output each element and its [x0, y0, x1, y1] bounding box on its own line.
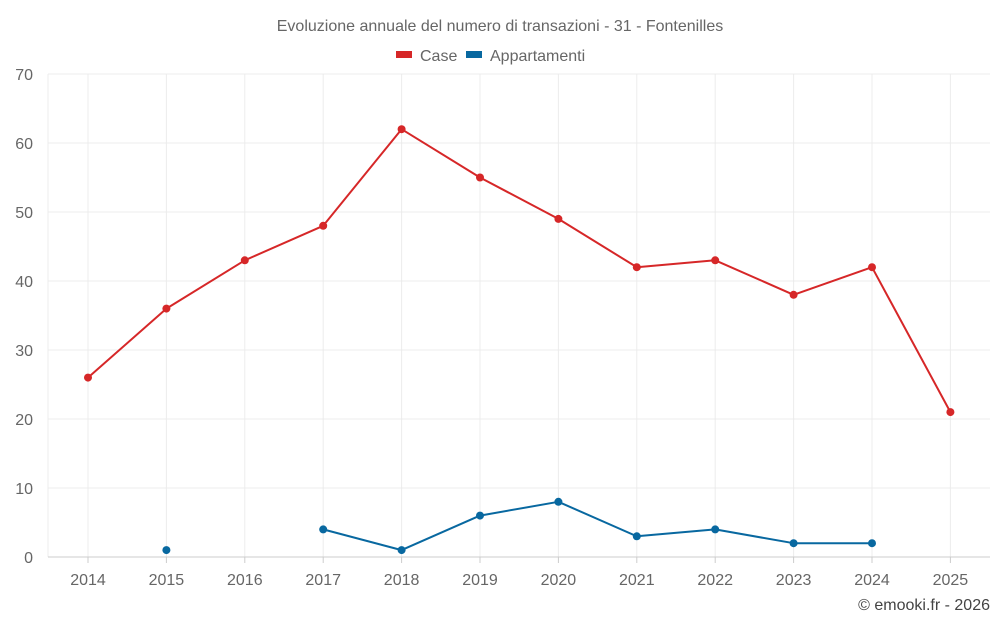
legend-item-appartamenti[interactable]: Appartamenti: [466, 48, 585, 65]
series-line-segment: [792, 266, 873, 296]
y-tick-label: 0: [24, 550, 33, 567]
legend-item-case[interactable]: Case: [396, 48, 457, 65]
series-line-segment: [400, 514, 481, 552]
x-tick-label: 2019: [462, 572, 498, 589]
grid-layer: [47, 73, 990, 557]
series-layer: Case 2014: 26 Case 2015: 36 Case 2016: 43 C…: [84, 125, 955, 555]
legend-label: Appartamenti: [490, 48, 585, 65]
credit-text: © emooki.fr - 2026: [858, 597, 990, 614]
chart-title: Evoluzione annuale del numero di transaz…: [277, 18, 723, 35]
x-tick-label: 2017: [305, 572, 341, 589]
data-point[interactable]: Case 2021: 42: [632, 263, 641, 272]
x-tick-label: 2018: [384, 572, 420, 589]
series-line-segment: [479, 500, 560, 517]
legend[interactable]: Case Appartamenti: [396, 48, 585, 65]
series-line-segment: [635, 528, 717, 538]
data-point[interactable]: Appartamenti 2023: 2: [789, 539, 798, 548]
data-point[interactable]: Case 2017: 48: [319, 221, 328, 230]
series-line-segment: [243, 224, 325, 262]
y-tick-label: 10: [15, 481, 33, 498]
x-tick-label: 2020: [541, 572, 577, 589]
y-tick-label: 60: [15, 136, 33, 153]
data-point[interactable]: Case 2016: 43: [240, 256, 249, 265]
x-tick-label: 2016: [227, 572, 263, 589]
data-point[interactable]: Case 2025: 21: [946, 408, 955, 417]
x-tick-label: 2023: [776, 572, 812, 589]
data-point[interactable]: Appartamenti 2020: 8: [554, 497, 563, 506]
data-point[interactable]: Appartamenti 2024: 2: [868, 539, 876, 548]
series-line-segment: [322, 128, 403, 227]
series-appartamenti: Appartamenti 2015: 1 Appartamenti 2017: 4…: [162, 497, 876, 555]
series-line-segment: [714, 259, 795, 296]
data-point[interactable]: Case 2018: 62: [397, 125, 406, 134]
series-line-segment: [557, 217, 638, 269]
data-point[interactable]: Appartamenti 2015: 1: [162, 546, 171, 555]
legend-swatch: [396, 51, 412, 58]
legend-label: Case: [420, 48, 457, 65]
x-tick-label: 2014: [70, 572, 106, 589]
data-point[interactable]: Case 2014: 26: [84, 373, 92, 382]
x-tick-label: 2021: [619, 572, 655, 589]
series-line-segment: [635, 259, 717, 269]
y-tick-label: 50: [15, 205, 33, 222]
series-line-segment: [714, 528, 795, 545]
x-tick-label: 2022: [697, 572, 733, 589]
x-tick-label: 2015: [149, 572, 185, 589]
data-point[interactable]: Case 2020: 49: [554, 214, 563, 223]
y-tick-label: 70: [15, 67, 33, 84]
data-point[interactable]: Case 2024: 42: [868, 263, 876, 272]
series-line-segment: [400, 128, 481, 179]
series-case: Case 2014: 26 Case 2015: 36 Case 2016: 43 C…: [84, 125, 955, 417]
legend-swatch: [466, 51, 482, 58]
data-point[interactable]: Appartamenti 2017: 4: [319, 525, 328, 534]
x-tick-label: 2025: [933, 572, 969, 589]
data-point[interactable]: Appartamenti 2022: 4: [711, 525, 720, 534]
y-tick-label: 20: [15, 412, 33, 429]
x-tick-label: 2024: [854, 572, 890, 589]
series-line-segment: [322, 528, 403, 552]
data-point[interactable]: Case 2019: 55: [476, 173, 484, 182]
series-line-segment: [479, 176, 560, 220]
data-point[interactable]: Case 2022: 43: [711, 256, 720, 265]
series-line-segment: [165, 259, 246, 310]
data-point[interactable]: Case 2023: 38: [789, 290, 798, 299]
y-tick-label: 30: [15, 343, 33, 360]
y-tick-label: 40: [15, 274, 33, 291]
series-line-segment: [87, 307, 168, 379]
data-point[interactable]: Appartamenti 2018: 1: [397, 546, 406, 555]
axis-layer: 0 10 20 30 40 50 60 70 2014 2015 2016 2017 2018 2019 2…: [15, 67, 990, 589]
series-line-segment: [871, 266, 952, 414]
series-line-segment: [557, 500, 638, 538]
data-point[interactable]: Case 2015: 36: [162, 304, 171, 313]
data-point[interactable]: Appartamenti 2021: 3: [632, 532, 641, 541]
data-point[interactable]: Appartamenti 2019: 6: [476, 511, 484, 520]
